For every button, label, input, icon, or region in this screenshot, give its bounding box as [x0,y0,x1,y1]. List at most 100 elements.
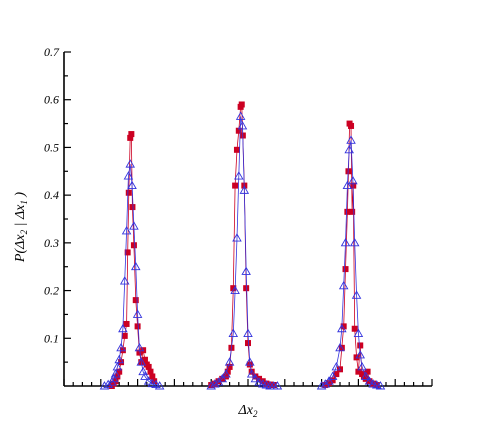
triangle-point [360,371,371,380]
square-point [340,323,347,330]
y-axis-title-close: ) [13,192,28,201]
triangle-point [353,328,364,337]
triangle-point [132,309,143,318]
square-point [147,368,154,375]
square-point [344,208,351,215]
triangle-series-line-2 [211,116,278,387]
square-point [116,368,123,375]
triangle-point [272,381,283,390]
triangle-point [245,357,255,366]
square-point [118,359,125,366]
triangle-point [108,373,119,383]
triangle-point [118,323,128,333]
triangle-point [230,285,240,295]
triangle-point [110,369,121,378]
square-point [129,204,136,211]
triangle-point [206,381,216,390]
square-point [267,381,274,388]
triangle-point [237,121,248,130]
triangle-point [138,366,148,376]
y-axis-title-sub1: 1 [19,200,29,205]
square-point [263,380,270,387]
square-point [349,208,356,215]
triangle-point [136,357,147,366]
square-point [238,101,245,108]
triangle-point [125,159,136,168]
x-axis-title: Δx2 [238,403,258,419]
square-point [121,332,128,339]
triangle-point [348,175,358,185]
square-point [362,375,369,382]
triangle-point [127,180,137,190]
square-point [149,373,156,380]
triangle-point [357,362,367,371]
square-series-line-2 [211,104,274,386]
square-point [329,377,336,384]
x-axis-title-sub: 2 [253,409,258,419]
y-tick-label: 0.4 [44,188,59,202]
square-point [124,249,131,256]
triangle-point [143,376,154,385]
y-tick-label: 0.5 [44,140,59,154]
square-point [348,122,355,129]
square-point [233,146,240,153]
triangle-point [342,180,353,190]
y-tick-label: 0.7 [44,45,60,59]
y-tick-label: 0.2 [44,284,59,298]
square-point [119,347,126,354]
square-point [259,378,266,385]
triangle-point [331,362,342,371]
square-point [136,349,143,356]
square-point [208,382,215,389]
square-point [235,127,242,134]
square-point [364,368,371,375]
square-point [351,325,358,332]
triangle-point [340,237,351,247]
square-point [232,182,239,189]
y-axis-title-dx: Δx [13,234,28,250]
triangle-point [250,373,261,383]
triangle-point [349,237,360,247]
triangle-point [112,362,123,371]
series-layer [99,101,386,390]
triangle-point [235,111,246,120]
square-point [230,285,237,292]
square-point [145,363,152,370]
triangle-point [140,371,150,380]
square-point [342,266,349,273]
triangle-point [129,221,139,230]
triangle-point [217,373,228,383]
triangle-point [232,233,242,242]
x-axis-title-main: Δx [238,403,254,418]
square-point [355,368,362,375]
y-axis-title-sub2: 2 [19,229,29,234]
square-point [125,189,132,196]
triangle-series-line-1 [104,164,160,387]
square-point [222,373,229,380]
square-point [134,323,141,330]
y-axis-title-dx1: Δx [13,204,28,220]
triangle-point [119,276,130,285]
square-series-line-3 [325,122,377,386]
axes: 0.1 0.2 0.3 0.4 0.5 0.6 0.7 [44,45,433,387]
triangle-point [355,350,366,359]
triangle-point [130,261,141,271]
square-point [128,131,135,138]
square-point [151,378,158,385]
triangle-point [375,381,386,390]
triangle-point [210,379,220,388]
square-point [270,382,277,389]
triangle-point [338,280,349,290]
square-point [127,134,134,141]
square-point [112,378,119,385]
triangle-point [234,171,244,180]
triangle-point [103,379,113,389]
square-point [325,380,332,387]
triangle-point [337,323,347,333]
y-tick-label: 0.6 [44,93,59,107]
triangle-point [320,379,331,388]
square-point [333,371,340,378]
triangle-point [228,328,239,337]
triangle-point [346,135,356,144]
triangle-point [123,171,134,180]
